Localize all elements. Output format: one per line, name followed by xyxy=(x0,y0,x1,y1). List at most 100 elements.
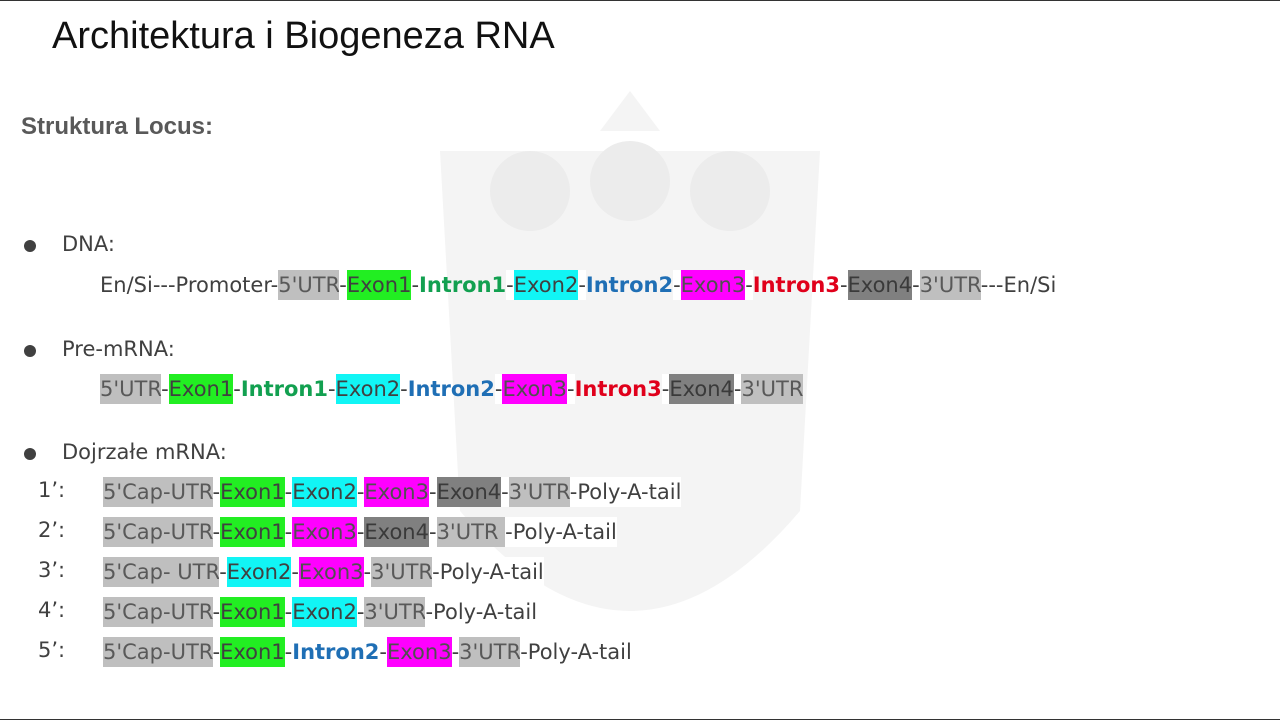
segment-plain: - xyxy=(356,477,365,507)
subtitle: Struktura Locus: xyxy=(21,113,214,140)
segment-intron3: Intron3 xyxy=(574,377,662,401)
row-label: 5’: xyxy=(38,638,66,662)
segment-plain: - xyxy=(339,270,347,300)
section-heading: DNA: xyxy=(62,232,115,256)
segment-intron2: Intron2 xyxy=(585,273,674,297)
segment-exon1: Exon1 xyxy=(346,270,412,300)
segment-exon1: Exon1 xyxy=(168,374,234,404)
segment-exon2: Exon2 xyxy=(226,557,292,587)
segment-exon4: Exon4 xyxy=(669,374,734,404)
segment-exon1: Exon1 xyxy=(220,477,285,507)
segment-intron1: Intron1 xyxy=(419,273,507,297)
segment-utr: 3'UTR xyxy=(364,597,426,627)
segment-plain: - xyxy=(327,374,336,404)
section-heading: Dojrzałe mRNA: xyxy=(62,440,227,464)
segment-utr: 5'UTR xyxy=(278,270,340,300)
segment-plain: - xyxy=(411,270,420,300)
segment-exon2: Exon2 xyxy=(292,597,357,627)
segment-plain: ---En/Si xyxy=(980,270,1057,300)
segment-plain: En/Si---Promoter- xyxy=(100,270,279,300)
segment-plain: - xyxy=(356,517,365,547)
segment-plain: - xyxy=(363,557,372,587)
segment-exon4: Exon4 xyxy=(436,477,502,507)
segment-utr: 5'UTR xyxy=(100,374,162,404)
segment-plain: - xyxy=(661,374,670,404)
segment-plain: - xyxy=(578,270,586,300)
segment-exon4: Exon4 xyxy=(364,517,429,547)
title: Architektura i Biogeneza RNA xyxy=(52,15,555,57)
sequence-row: 5'Cap-UTR-Exon1-Exon2-3'UTR-Poly-A-tail xyxy=(103,596,538,628)
segment-plain: - xyxy=(451,637,460,667)
segment-intron3: Intron3 xyxy=(752,273,840,297)
row-label: 3’: xyxy=(38,558,66,582)
segment-utr: 3'UTR xyxy=(371,557,433,587)
sequence-row: 5'UTR-Exon1-Intron1-Exon2-Intron2-Exon3-… xyxy=(100,373,804,405)
segment-plain: - xyxy=(379,637,387,667)
segment-exon2: Exon2 xyxy=(335,374,401,404)
segment-utr: 3'UTR xyxy=(508,477,570,507)
segment-plain: -Poly-A-tail xyxy=(569,477,682,507)
segment-plain: - xyxy=(284,477,293,507)
sequence-row: 5'Cap-UTR-Exon1-Exon2-Exon3-Exon4-3'UTR-… xyxy=(103,476,682,508)
bullet xyxy=(24,448,36,460)
segment-plain: -Poly-A-tail xyxy=(520,637,632,667)
segment-utr: 5'Cap-UTR xyxy=(103,597,213,627)
segment-plain: - xyxy=(506,270,514,300)
bullet xyxy=(24,240,36,252)
row-label: 4’: xyxy=(38,598,66,622)
section-heading: Pre-mRNA: xyxy=(62,337,175,361)
segment-exon2: Exon2 xyxy=(513,270,579,300)
segment-utr: 3'UTR xyxy=(741,374,804,404)
row-label: 2’: xyxy=(38,518,66,542)
segment-plain: - xyxy=(400,374,408,404)
segment-plain: - xyxy=(212,637,221,667)
segment-exon3: Exon3 xyxy=(502,374,568,404)
segment-plain: - xyxy=(745,270,753,300)
segment-utr: 5'Cap-UTR xyxy=(103,517,213,547)
segment-plain: - xyxy=(291,557,299,587)
segment-exon3: Exon3 xyxy=(680,270,746,300)
segment-plain: - xyxy=(912,270,920,300)
segment-utr: 5'Cap- UTR xyxy=(103,557,220,587)
segment-plain: - xyxy=(733,374,742,404)
segment-utr: 5'Cap-UTR xyxy=(103,477,213,507)
segment-intron2: Intron2 xyxy=(292,640,380,664)
segment-plain: - xyxy=(219,557,227,587)
segment-exon1: Exon1 xyxy=(220,637,285,667)
segment-plain: - xyxy=(673,270,681,300)
segment-exon3: Exon3 xyxy=(364,477,429,507)
segment-plain: - xyxy=(233,374,241,404)
segment-plain: - xyxy=(284,637,293,667)
segment-exon1: Exon1 xyxy=(220,597,285,627)
segment-intron1: Intron1 xyxy=(240,377,328,401)
segment-utr: 3'UTR xyxy=(919,270,981,300)
segment-exon2: Exon2 xyxy=(292,477,357,507)
segment-exon3: Exon3 xyxy=(292,517,357,547)
segment-plain: - xyxy=(212,477,221,507)
sequence-row: 5'Cap-UTR-Exon1-Exon3-Exon4-3'UTR -Poly-… xyxy=(103,516,617,548)
row-label: 1’: xyxy=(38,478,66,502)
segment-plain: -Poly-A-tail xyxy=(425,597,538,627)
bullet xyxy=(24,345,36,357)
segment-plain: - xyxy=(428,517,437,547)
segment-plain: - xyxy=(212,597,221,627)
segment-plain: - xyxy=(501,477,509,507)
segment-plain: - xyxy=(161,374,169,404)
segment-plain: - xyxy=(494,374,503,404)
segment-plain: - xyxy=(212,517,221,547)
segment-utr: 3'UTR xyxy=(459,637,521,667)
segment-plain: - xyxy=(284,597,293,627)
segment-plain: - xyxy=(284,517,293,547)
segment-exon3: Exon3 xyxy=(386,637,452,667)
segment-plain: - xyxy=(839,270,848,300)
segment-exon1: Exon1 xyxy=(220,517,285,547)
segment-plain: -Poly-A-tail xyxy=(505,517,617,547)
segment-exon3: Exon3 xyxy=(298,557,364,587)
segment-utr: 5'Cap-UTR xyxy=(103,637,213,667)
segment-exon4: Exon4 xyxy=(847,270,913,300)
sequence-row: 5'Cap- UTR-Exon2-Exon3-3'UTR-Poly-A-tail xyxy=(103,556,544,588)
segment-utr: 3'UTR xyxy=(436,517,506,547)
segment-plain: -Poly-A-tail xyxy=(432,557,544,587)
